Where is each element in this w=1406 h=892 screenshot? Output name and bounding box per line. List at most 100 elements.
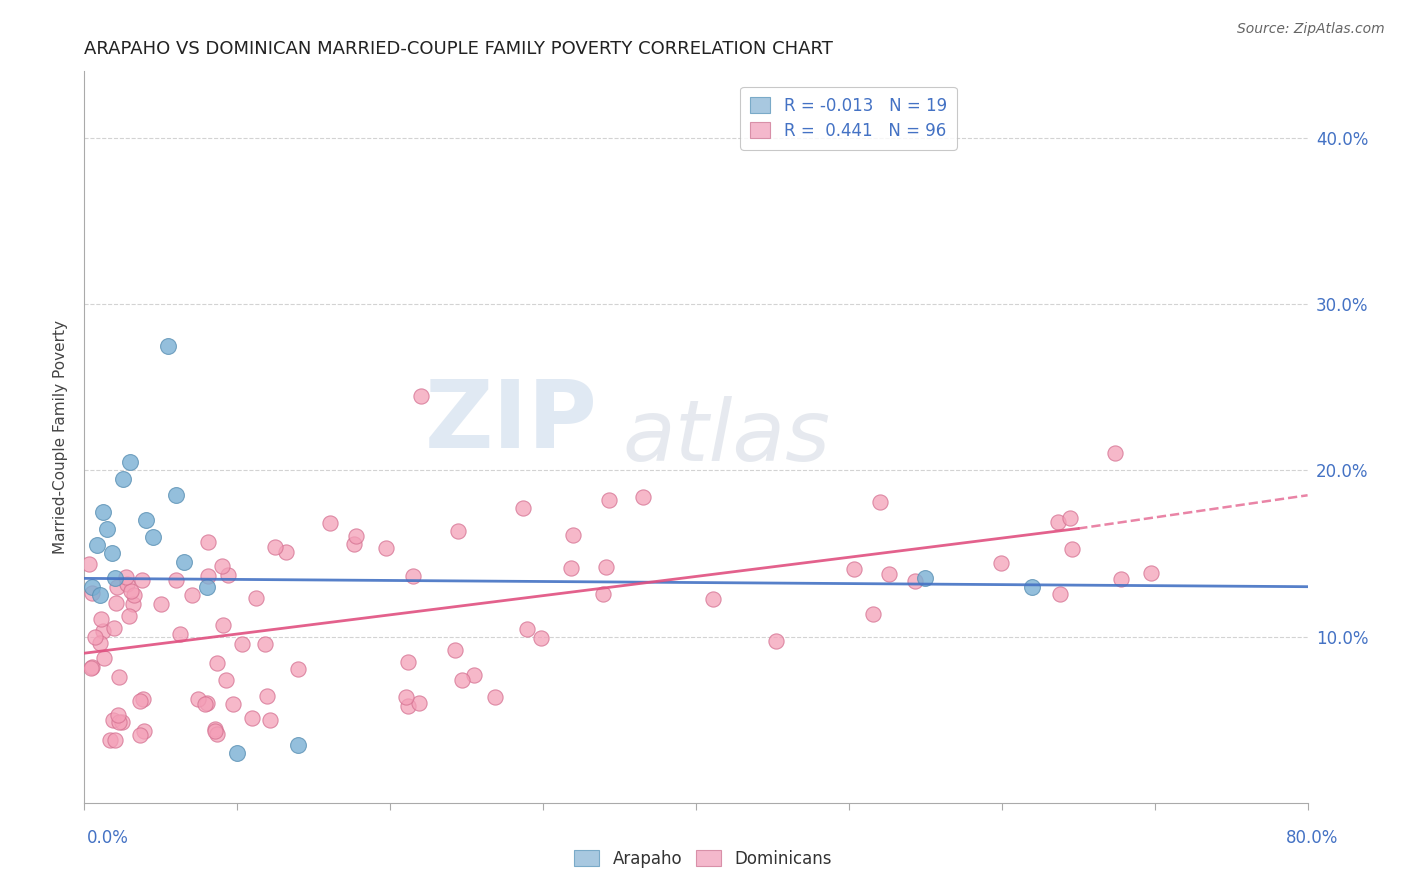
- Point: [101, 713, 124, 727]
- Point: [1049, 587, 1071, 601]
- Point: [259, 713, 281, 727]
- Point: [256, 690, 278, 704]
- Text: Source: ZipAtlas.com: Source: ZipAtlas.com: [1237, 22, 1385, 37]
- Point: [402, 569, 425, 583]
- Point: [89, 588, 111, 602]
- Point: [560, 561, 582, 575]
- Point: [169, 627, 191, 641]
- Point: [451, 673, 474, 687]
- Point: [120, 455, 142, 469]
- Point: [319, 516, 342, 530]
- Text: 0.0%: 0.0%: [87, 829, 129, 847]
- Legend: R = -0.013   N = 19, R =  0.441   N = 96: R = -0.013 N = 19, R = 0.441 N = 96: [741, 87, 956, 150]
- Point: [194, 697, 217, 711]
- Point: [181, 589, 204, 603]
- Point: [93, 651, 115, 665]
- Text: 80.0%: 80.0%: [1286, 829, 1339, 847]
- Point: [222, 697, 245, 711]
- Point: [187, 691, 209, 706]
- Point: [80, 661, 103, 675]
- Point: [862, 607, 884, 621]
- Point: [115, 569, 138, 583]
- Point: [1111, 572, 1133, 586]
- Point: [869, 495, 891, 509]
- Point: [120, 583, 142, 598]
- Point: [592, 587, 614, 601]
- Point: [1021, 580, 1043, 594]
- Point: [105, 597, 128, 611]
- Point: [118, 608, 141, 623]
- Point: [844, 562, 866, 576]
- Point: [131, 692, 153, 706]
- Point: [231, 637, 253, 651]
- Point: [990, 556, 1012, 570]
- Point: [409, 388, 432, 402]
- Point: [287, 662, 309, 676]
- Point: [516, 622, 538, 636]
- Point: [287, 738, 309, 752]
- Point: [1059, 510, 1081, 524]
- Point: [205, 727, 228, 741]
- Point: [101, 546, 124, 560]
- Point: [217, 568, 239, 582]
- Point: [702, 591, 724, 606]
- Point: [89, 636, 111, 650]
- Legend: Arapaho, Dominicans: Arapaho, Dominicans: [568, 844, 838, 875]
- Point: [877, 567, 900, 582]
- Point: [529, 631, 551, 645]
- Point: [111, 715, 134, 730]
- Point: [197, 568, 219, 582]
- Text: ZIP: ZIP: [425, 376, 598, 468]
- Point: [91, 624, 114, 638]
- Point: [150, 597, 173, 611]
- Point: [562, 528, 585, 542]
- Point: [1062, 541, 1084, 556]
- Point: [253, 637, 276, 651]
- Point: [104, 571, 127, 585]
- Point: [343, 537, 366, 551]
- Point: [142, 530, 165, 544]
- Point: [80, 586, 103, 600]
- Point: [77, 558, 100, 572]
- Point: [914, 571, 936, 585]
- Point: [195, 580, 218, 594]
- Point: [115, 576, 138, 591]
- Point: [765, 634, 787, 648]
- Point: [484, 690, 506, 705]
- Point: [396, 698, 419, 713]
- Point: [131, 573, 153, 587]
- Point: [1104, 446, 1126, 460]
- Point: [80, 659, 103, 673]
- Text: ARAPAHO VS DOMINICAN MARRIED-COUPLE FAMILY POVERTY CORRELATION CHART: ARAPAHO VS DOMINICAN MARRIED-COUPLE FAMI…: [84, 40, 834, 58]
- Point: [444, 643, 467, 657]
- Point: [211, 618, 233, 632]
- Point: [263, 540, 285, 554]
- Point: [904, 574, 927, 589]
- Point: [105, 580, 128, 594]
- Point: [226, 746, 249, 760]
- Point: [1139, 566, 1161, 580]
- Point: [512, 501, 534, 516]
- Point: [394, 690, 416, 704]
- Point: [631, 490, 654, 504]
- Point: [80, 580, 103, 594]
- Point: [121, 597, 143, 611]
- Point: [204, 722, 226, 736]
- Point: [197, 535, 219, 549]
- Point: [103, 621, 125, 635]
- Point: [165, 488, 187, 502]
- Point: [211, 559, 233, 574]
- Point: [408, 696, 430, 710]
- Point: [86, 538, 108, 552]
- Point: [396, 656, 419, 670]
- Point: [91, 505, 114, 519]
- Point: [122, 588, 145, 602]
- Point: [129, 728, 152, 742]
- Point: [90, 612, 112, 626]
- Point: [84, 630, 107, 644]
- Point: [96, 521, 118, 535]
- Point: [598, 492, 620, 507]
- Point: [98, 732, 121, 747]
- Point: [215, 673, 238, 687]
- Point: [207, 657, 229, 671]
